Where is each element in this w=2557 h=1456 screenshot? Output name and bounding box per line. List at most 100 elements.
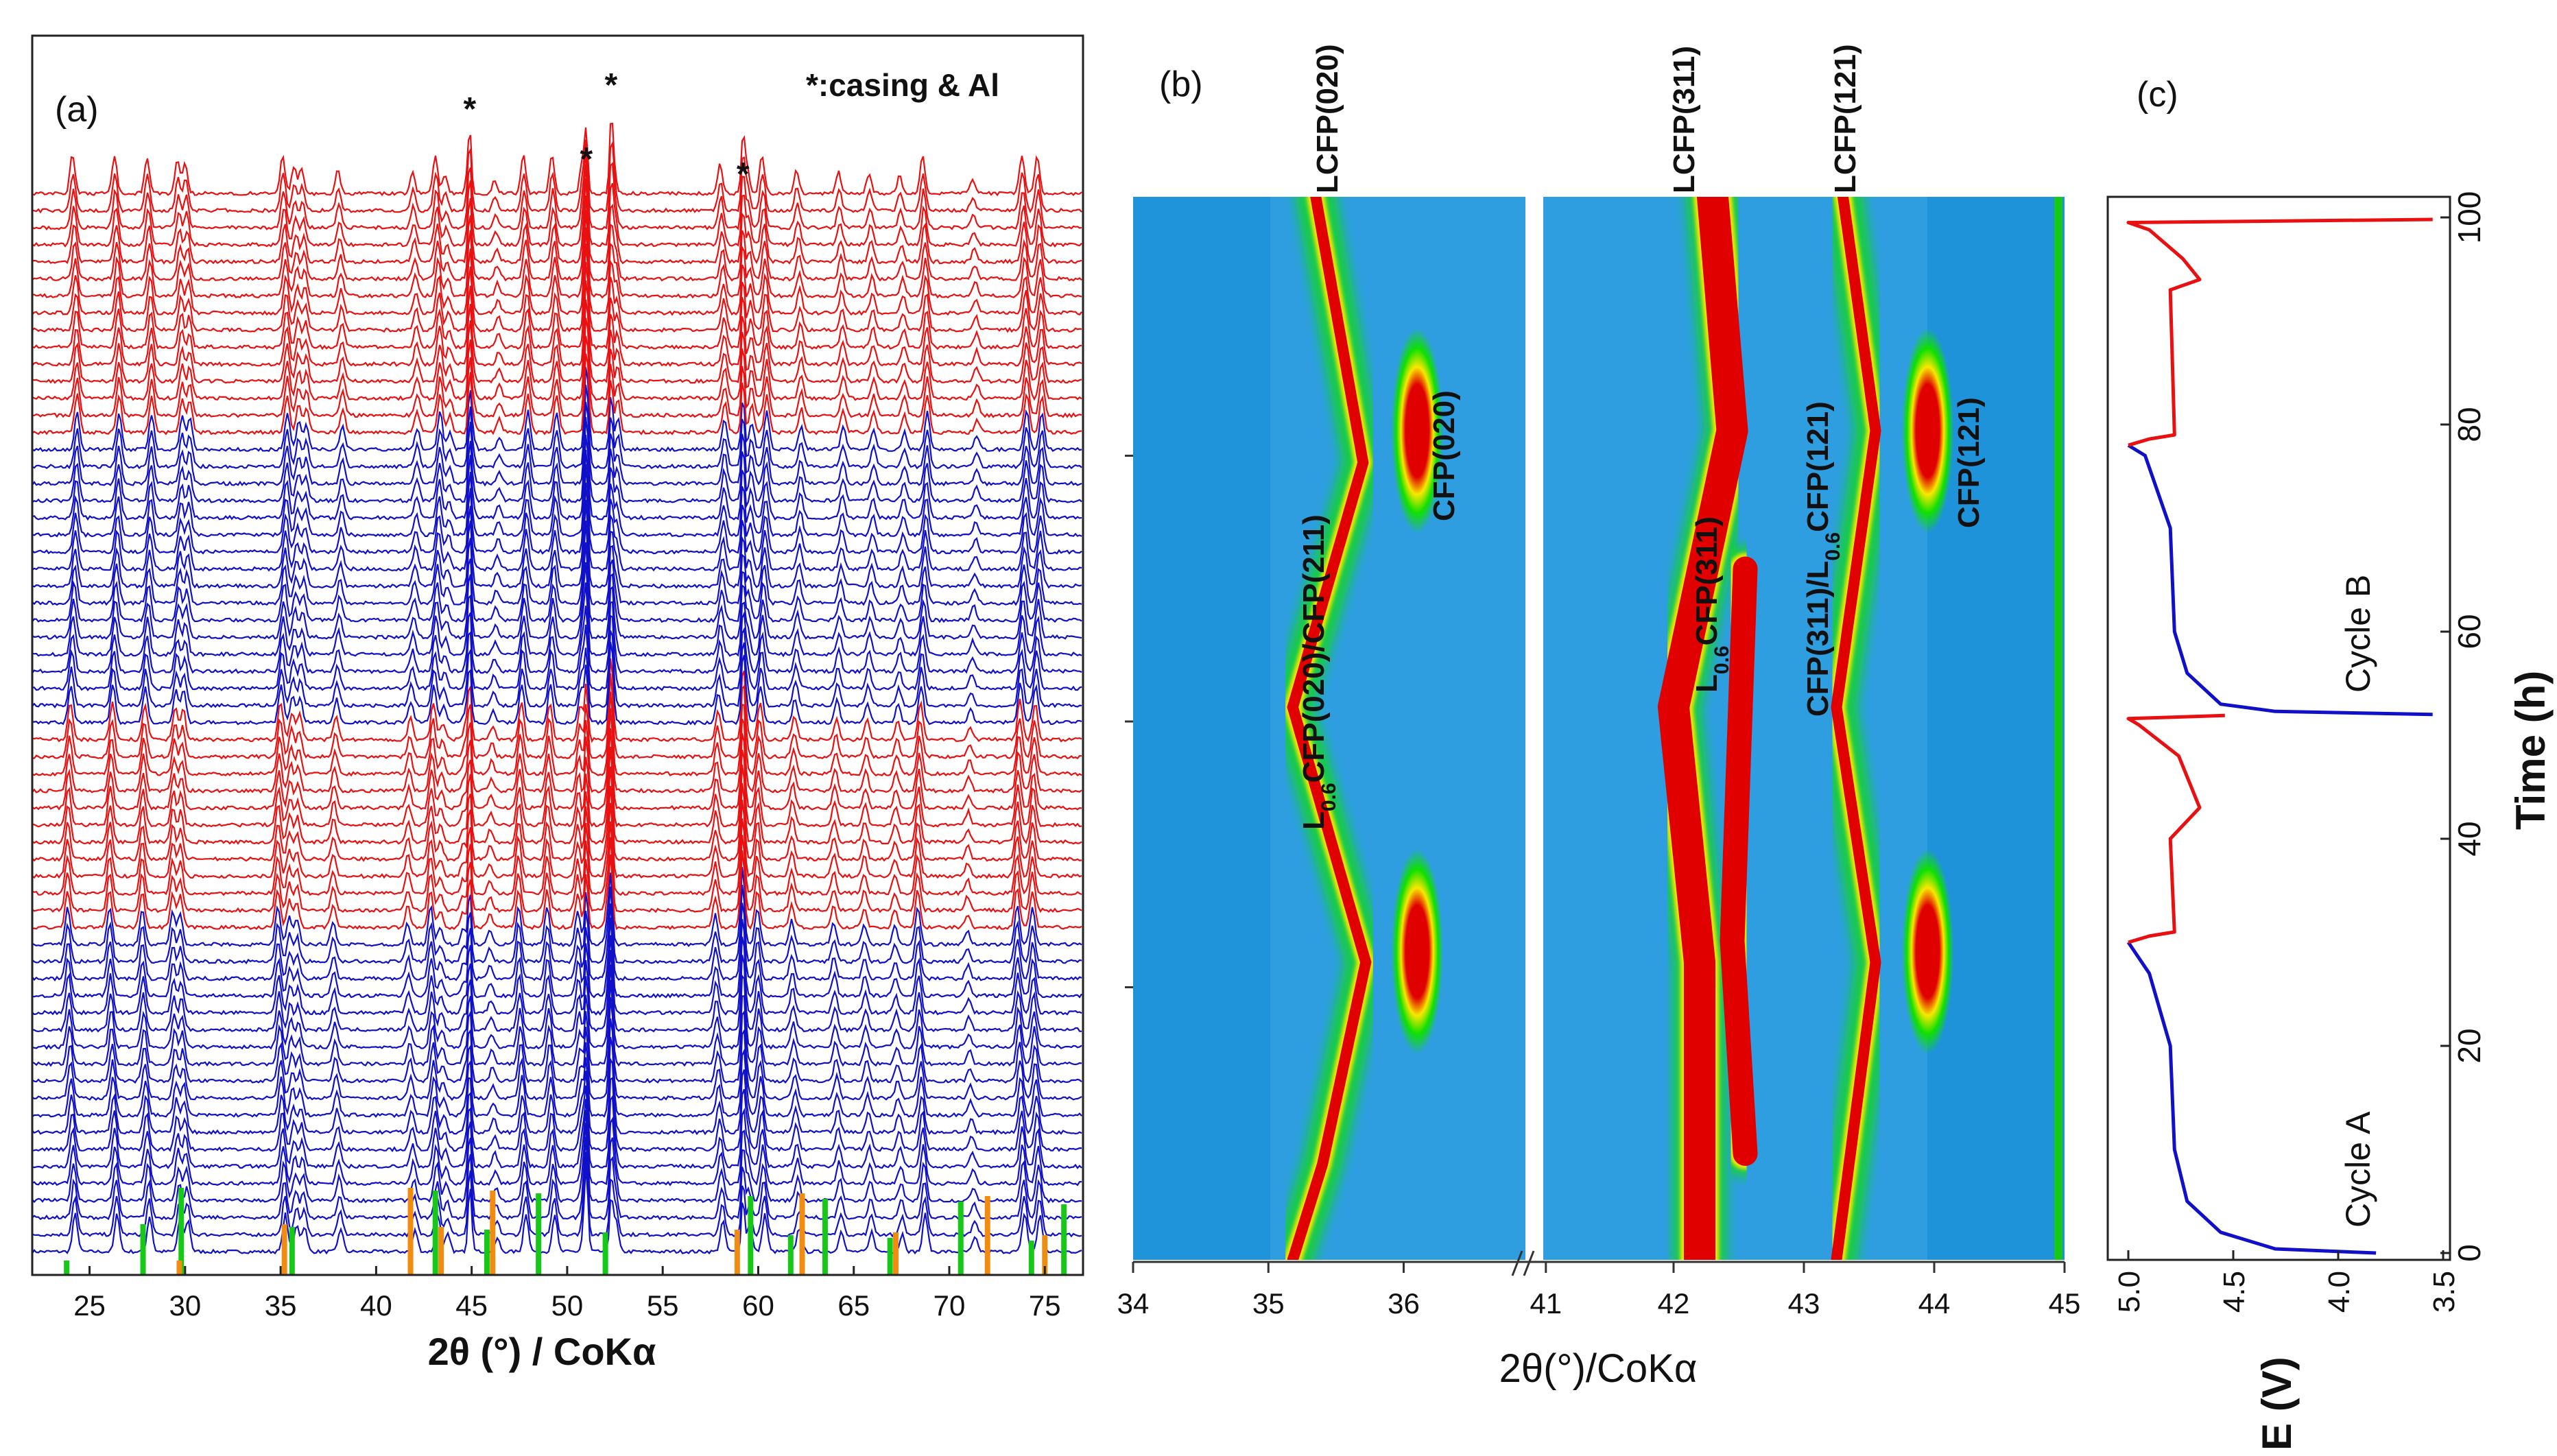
reference-line <box>140 1224 146 1274</box>
reference-line <box>787 1235 794 1274</box>
reference-line <box>734 1230 740 1274</box>
xrd-scan <box>32 1110 1082 1186</box>
x-tick-label: 50 <box>551 1289 584 1322</box>
x-axis-title-c: E (V) <box>2254 1357 2300 1451</box>
reference-line <box>281 1224 287 1274</box>
xrd-scan <box>32 482 1082 572</box>
panel-c-ticks: 5.0 4.5 4.0 3.5 0 20 40 60 80 100 <box>2113 191 2487 1313</box>
x-tick-label: 55 <box>647 1289 679 1322</box>
heatmap-left <box>1133 197 1525 1260</box>
reference-line <box>490 1191 496 1274</box>
xrd-scan <box>32 542 1082 623</box>
e-tick-label: 3.5 <box>2427 1271 2461 1313</box>
x-tick-label-b: 42 <box>1658 1287 1690 1320</box>
panel-a-frame <box>31 34 1084 1276</box>
xrd-scan <box>32 996 1082 1084</box>
xrd-scan <box>32 630 1082 708</box>
casing-al-star: * <box>605 67 618 104</box>
label-lcfp-121: LCFP(121) <box>1829 44 1862 193</box>
xrd-scan <box>32 783 1082 862</box>
xrd-scan <box>32 353 1082 435</box>
e-tick-label: 5.0 <box>2113 1271 2146 1313</box>
reference-line <box>536 1193 542 1274</box>
xrd-scan <box>32 499 1082 589</box>
xrd-scan <box>32 243 1082 333</box>
reference-line <box>822 1199 828 1274</box>
reference-line <box>407 1188 414 1274</box>
e-tick-label: 4.5 <box>2217 1271 2251 1313</box>
label-mixed-311: L0.6CFP(311) <box>1690 516 1733 693</box>
casing-al-star: * <box>737 156 750 193</box>
reference-line <box>176 1261 182 1274</box>
e-tick-label: 4.0 <box>2322 1271 2356 1313</box>
xrd-scan <box>32 122 1082 197</box>
xrd-scan <box>32 917 1082 999</box>
voltage-series <box>2126 713 2225 944</box>
x-tick-label: 70 <box>933 1289 966 1322</box>
label-cfp-020: CFP(020) <box>1427 390 1461 521</box>
label-cfp-121: CFP(121) <box>1952 397 1986 528</box>
x-tick-label: 30 <box>169 1289 201 1322</box>
time-ticks-b <box>1125 455 1133 988</box>
xrd-scan <box>32 728 1082 811</box>
xrd-scan <box>32 964 1082 1050</box>
voltage-series <box>2127 444 2433 717</box>
label-mixed-020: L0.6CFP(020)/CFP(211) <box>1297 514 1340 830</box>
xrd-scan <box>32 318 1082 401</box>
xrd-scan <box>32 850 1082 931</box>
xrd-scan <box>32 903 1082 982</box>
x-tick-label: 35 <box>265 1289 297 1322</box>
xrd-scan <box>32 449 1082 538</box>
trace-core <box>1831 197 1881 1260</box>
casing-al-markers: * * * * <box>464 67 750 193</box>
x-axis-title: 2θ (°) / CoKα <box>428 1330 656 1373</box>
xrd-scan <box>32 1165 1082 1255</box>
x-axis-ticks-b: 34 35 36 41 42 43 44 45 <box>1117 1262 2080 1320</box>
xrd-scan <box>32 582 1082 658</box>
reference-line <box>438 1227 444 1274</box>
xrd-scan <box>32 1018 1082 1101</box>
xrd-scan <box>32 281 1082 368</box>
xrd-scan <box>32 818 1082 896</box>
reference-lines <box>64 1188 1067 1274</box>
x-tick-label-b: 34 <box>1117 1287 1150 1320</box>
label-lcfp-020: LCFP(020) <box>1311 44 1344 193</box>
xrd-scan <box>32 299 1082 384</box>
xrd-scan <box>32 614 1082 691</box>
reference-line <box>958 1202 964 1274</box>
xrd-pattern-stack <box>32 122 1082 1255</box>
reference-line <box>748 1196 754 1274</box>
reference-line <box>799 1193 805 1274</box>
trace-core <box>1657 197 1748 1260</box>
xrd-scan <box>32 867 1082 947</box>
panel-a-label: (a) <box>55 90 99 130</box>
time-tick-label: 40 <box>2451 821 2487 856</box>
reference-line <box>64 1261 70 1274</box>
x-tick-label-b: 41 <box>1530 1287 1562 1320</box>
xrd-scan <box>32 164 1082 248</box>
xrd-scan <box>32 464 1082 555</box>
xrd-scan <box>32 885 1082 965</box>
x-tick-label: 65 <box>837 1289 870 1322</box>
panel-b-label: (b) <box>1159 64 1203 104</box>
right-edge-band <box>2054 197 2062 1260</box>
xrd-scan <box>32 227 1082 316</box>
x-axis-title-b: 2θ(°)/CoKα <box>1499 1346 1698 1391</box>
reference-line <box>432 1191 438 1274</box>
voltage-series <box>2126 217 2433 447</box>
xrd-scan <box>32 178 1082 265</box>
xrd-scan <box>32 367 1082 453</box>
trace-core <box>1720 556 1758 1166</box>
xrd-scan <box>32 641 1082 726</box>
cycle-b-label: Cycle B <box>2339 575 2377 693</box>
xrd-scan <box>32 1151 1082 1238</box>
xrd-scan <box>32 658 1082 743</box>
xrd-scan <box>32 935 1082 1016</box>
xrd-scan <box>32 601 1082 674</box>
reference-line <box>1028 1241 1034 1274</box>
xrd-scan <box>32 673 1082 760</box>
xrd-scan <box>32 708 1082 794</box>
xrd-scan <box>32 209 1082 299</box>
voltage-series <box>2126 941 2377 1255</box>
